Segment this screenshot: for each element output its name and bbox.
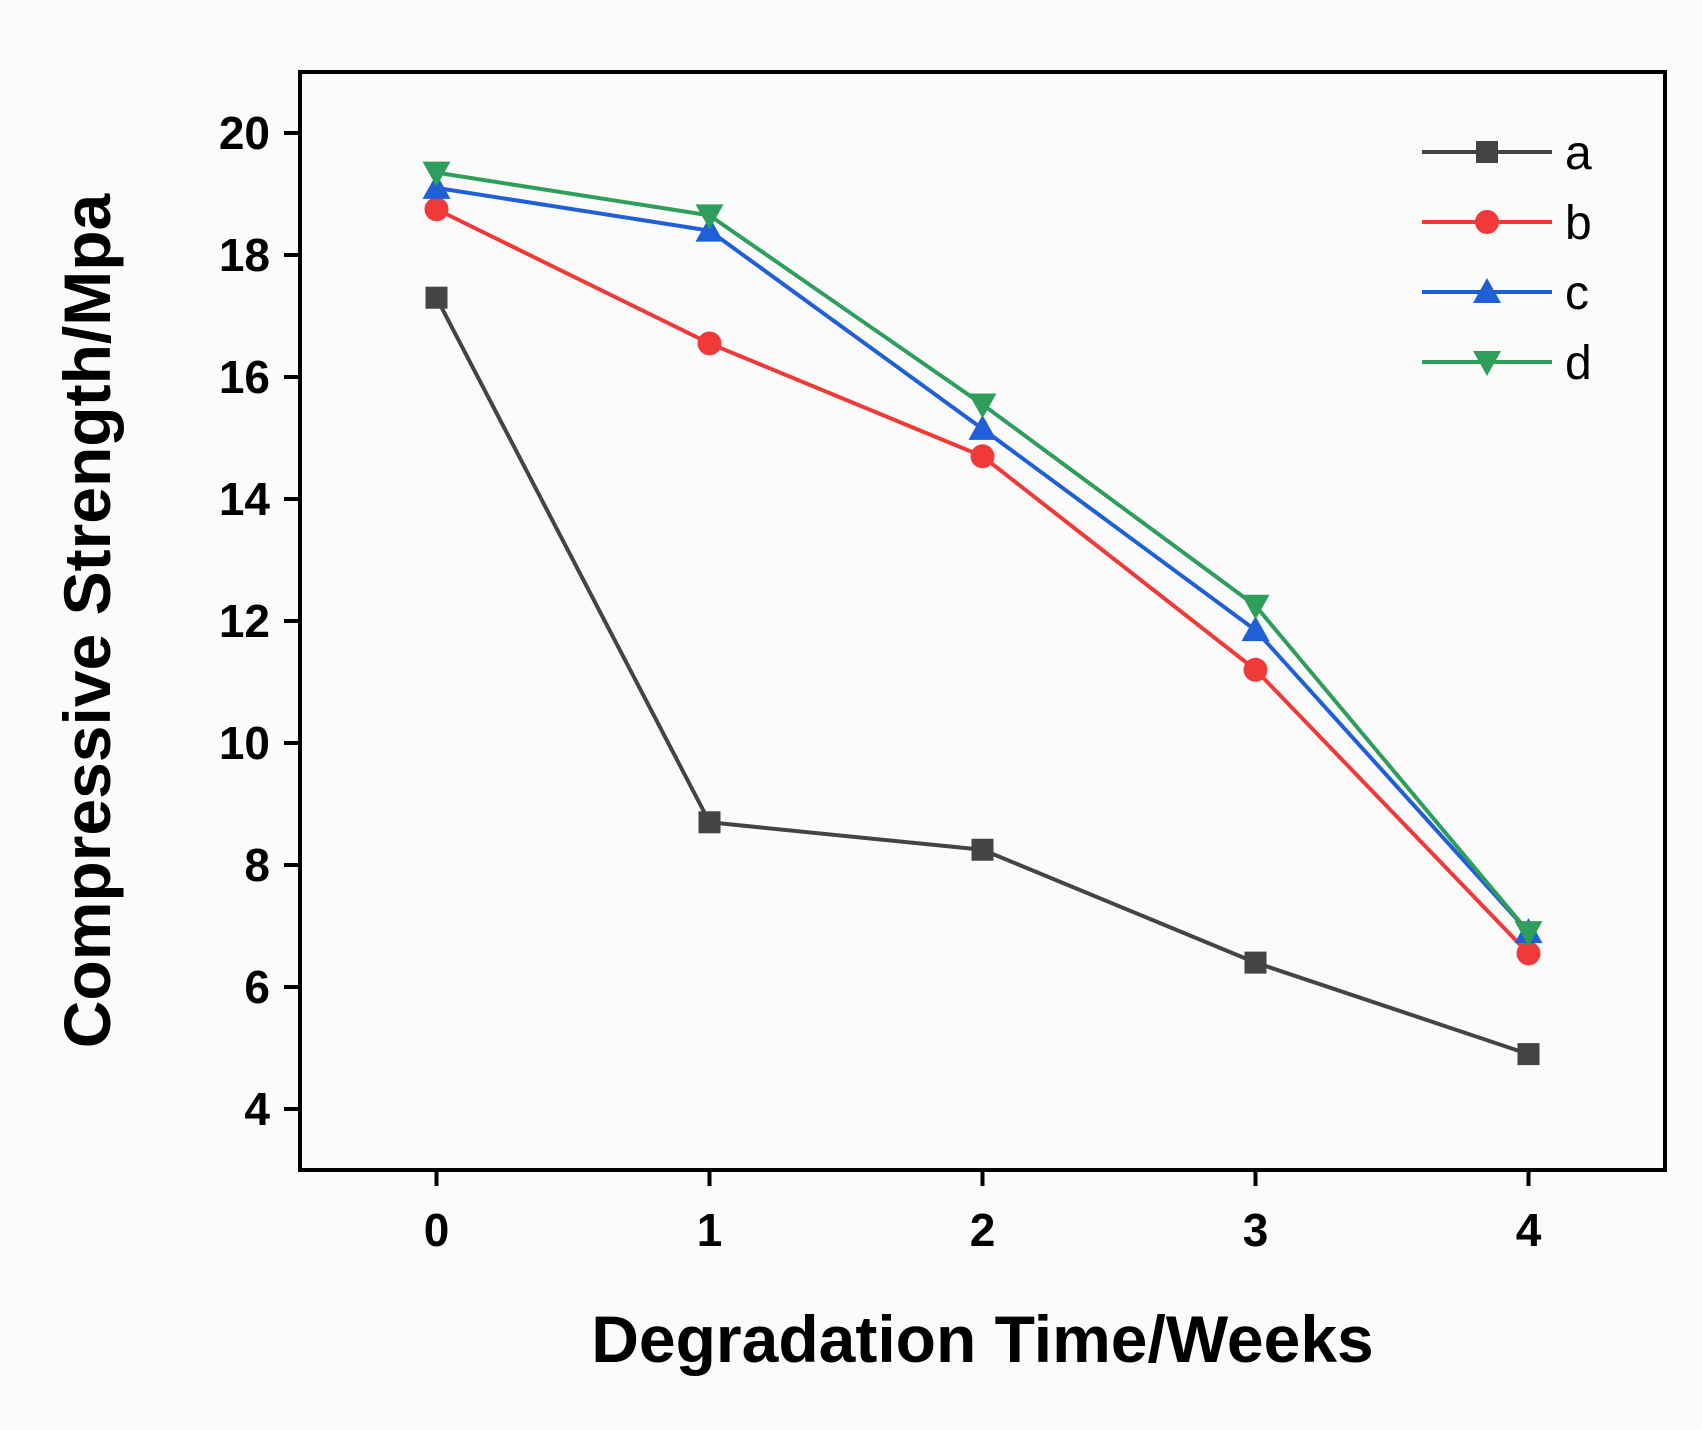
- legend-label: c: [1565, 267, 1589, 320]
- x-tick-label: 4: [1516, 1204, 1542, 1256]
- data-point-a: [971, 838, 994, 861]
- legend-item-a: a: [1422, 127, 1592, 180]
- data-point-a: [698, 811, 721, 834]
- legend-item-b: b: [1422, 197, 1592, 250]
- legend-item-c: c: [1422, 267, 1589, 320]
- data-point-c: [968, 414, 997, 440]
- y-tick-label: 6: [244, 961, 270, 1013]
- legend-marker-a: [1476, 141, 1498, 163]
- y-tick-label: 8: [244, 839, 270, 891]
- series-a: [425, 286, 1540, 1066]
- data-point-a: [425, 286, 448, 309]
- data-point-b: [970, 444, 995, 469]
- data-point-b: [1516, 941, 1541, 966]
- y-axis-title: Compressive Strength/Mpa: [50, 192, 124, 1048]
- x-axis-title: Degradation Time/Weeks: [591, 1302, 1374, 1376]
- legend-item-d: d: [1422, 337, 1592, 390]
- y-tick-label: 14: [219, 473, 271, 525]
- data-point-d: [1514, 921, 1543, 947]
- data-point-b: [424, 197, 449, 222]
- series-d: [422, 161, 1543, 947]
- y-tick-label: 10: [219, 717, 270, 769]
- y-tick-label: 18: [219, 229, 270, 281]
- data-point-a: [1517, 1043, 1540, 1066]
- y-tick-label: 4: [244, 1083, 270, 1135]
- x-tick-label: 2: [970, 1204, 996, 1256]
- y-tick-label: 20: [219, 107, 270, 159]
- data-point-a: [1244, 951, 1267, 974]
- legend-label: d: [1565, 337, 1592, 390]
- data-point-d: [1241, 594, 1270, 620]
- x-tick-label: 3: [1243, 1204, 1269, 1256]
- data-point-b: [697, 331, 722, 356]
- series-layer: [422, 161, 1543, 1066]
- x-tick-label: 0: [424, 1204, 450, 1256]
- data-point-d: [695, 204, 724, 230]
- legend-marker-b: [1475, 210, 1499, 234]
- data-point-d: [968, 393, 997, 419]
- x-tick-label: 1: [697, 1204, 723, 1256]
- legend-marker-d: [1473, 351, 1501, 376]
- series-c: [422, 173, 1543, 944]
- series-b: [424, 197, 1541, 966]
- data-point-b: [1243, 657, 1268, 682]
- legend-marker-c: [1473, 278, 1501, 303]
- data-point-d: [422, 161, 451, 187]
- legend-label: b: [1565, 197, 1592, 250]
- y-tick-label: 16: [219, 351, 270, 403]
- y-tick-label: 12: [219, 595, 270, 647]
- legend-label: a: [1565, 127, 1592, 180]
- data-point-c: [1241, 616, 1270, 642]
